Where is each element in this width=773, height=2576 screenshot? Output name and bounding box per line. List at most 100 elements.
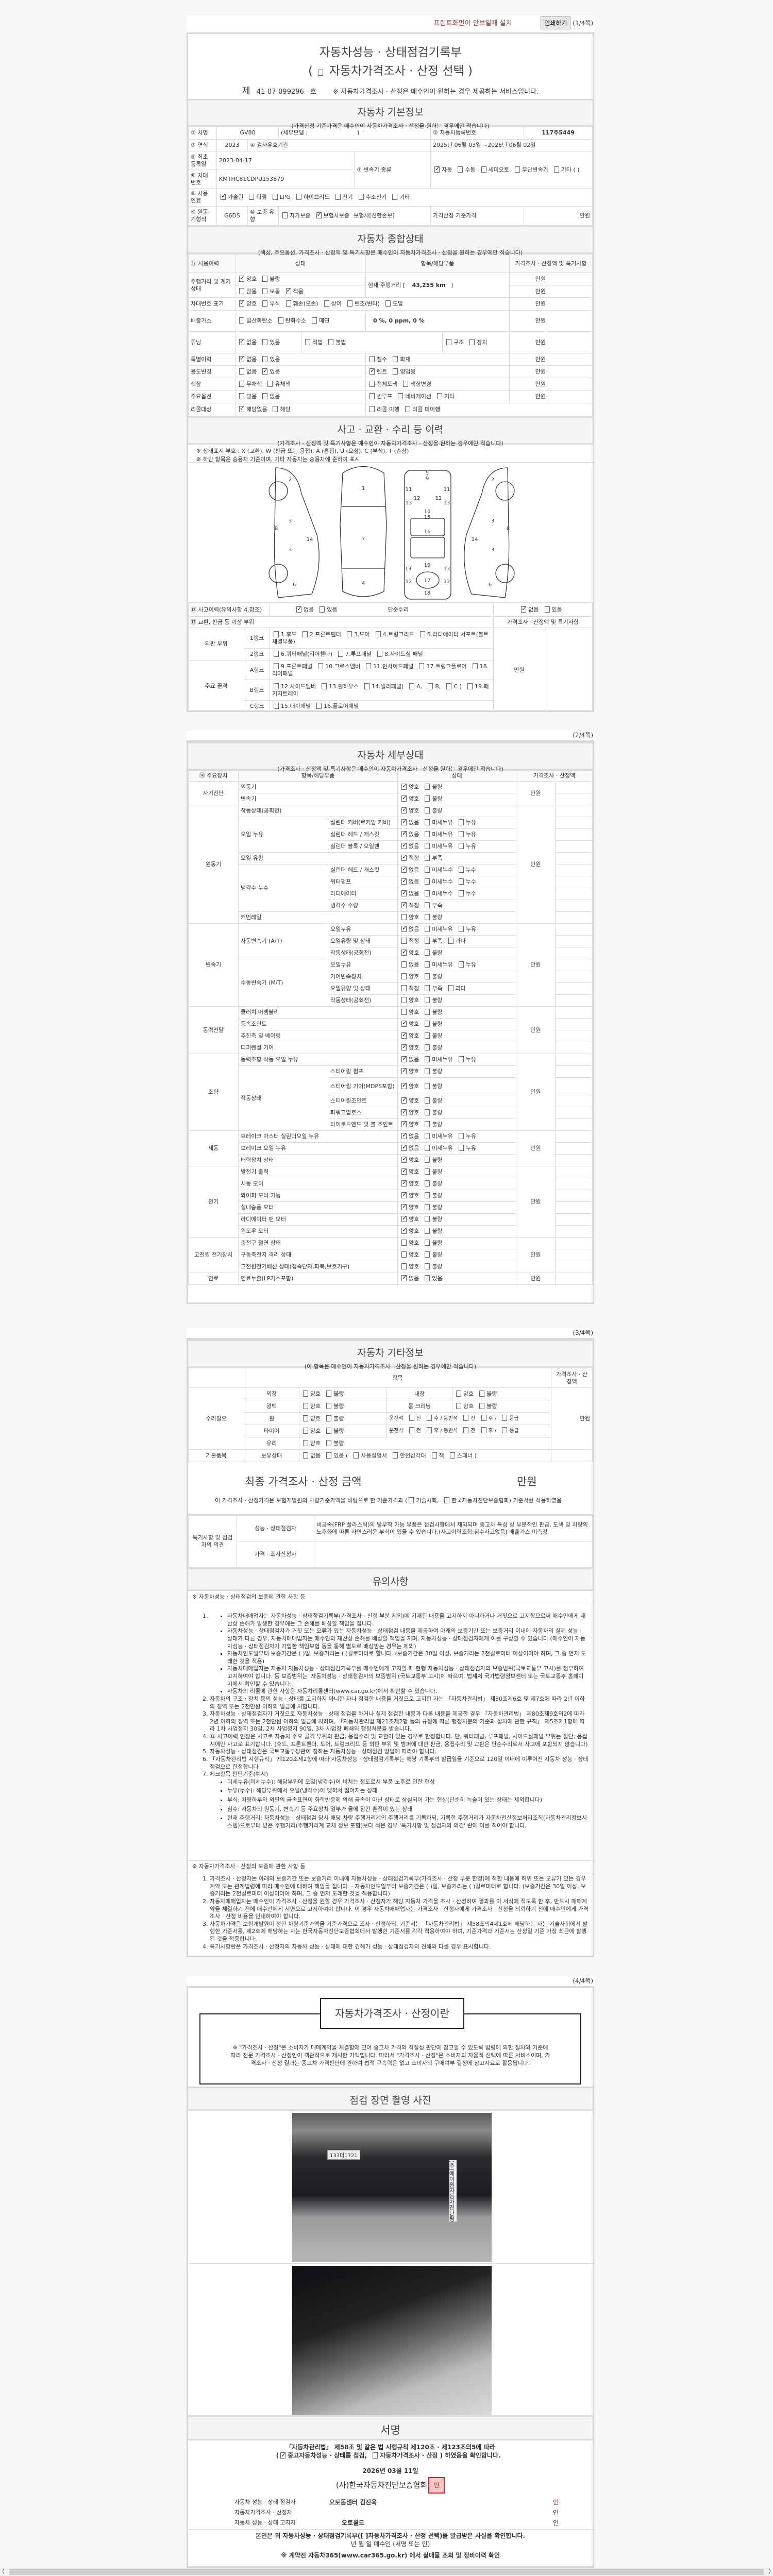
checkbox[interactable]: [366, 663, 372, 669]
checkbox[interactable]: [401, 1167, 407, 1175]
checkbox[interactable]: [239, 368, 244, 375]
checkbox[interactable]: [425, 878, 430, 885]
checkbox[interactable]: [303, 1439, 308, 1446]
checkbox[interactable]: [425, 950, 430, 956]
checkbox[interactable]: [272, 194, 278, 200]
checkbox[interactable]: [267, 380, 273, 387]
checkbox[interactable]: [401, 806, 407, 814]
checkbox[interactable]: [409, 1427, 414, 1434]
checkbox[interactable]: [239, 354, 245, 362]
checkbox[interactable]: [369, 367, 375, 375]
checkbox[interactable]: [305, 338, 310, 345]
checkbox[interactable]: [425, 1240, 430, 1246]
checkbox[interactable]: [392, 194, 398, 200]
checkbox[interactable]: [401, 961, 407, 968]
checkbox[interactable]: [239, 274, 245, 282]
checkbox[interactable]: [458, 867, 464, 873]
checkbox[interactable]: [393, 368, 398, 375]
checkbox[interactable]: [401, 889, 407, 897]
checkbox[interactable]: [425, 1228, 430, 1234]
checkbox[interactable]: [401, 985, 407, 992]
checkbox[interactable]: [401, 877, 407, 885]
checkbox[interactable]: [401, 938, 407, 944]
checkbox[interactable]: [515, 166, 520, 173]
checkbox[interactable]: [401, 1019, 407, 1027]
checkbox[interactable]: [401, 1108, 407, 1116]
checkbox[interactable]: [401, 1191, 407, 1199]
checkbox[interactable]: [262, 275, 268, 282]
checkbox[interactable]: [425, 1180, 430, 1187]
checkbox[interactable]: [401, 1131, 407, 1140]
checkbox[interactable]: [285, 286, 292, 294]
checkbox[interactable]: [448, 938, 453, 944]
checkbox[interactable]: [458, 166, 463, 173]
checkbox[interactable]: [326, 1452, 332, 1459]
checkbox[interactable]: [358, 194, 364, 200]
checkbox[interactable]: [419, 663, 425, 669]
checkbox[interactable]: [328, 338, 334, 345]
checkbox[interactable]: [425, 1121, 430, 1128]
checkbox[interactable]: [322, 683, 327, 689]
checkbox[interactable]: [316, 211, 322, 219]
checkbox[interactable]: [401, 818, 407, 826]
checkbox[interactable]: [425, 1021, 430, 1027]
checkbox[interactable]: [239, 287, 244, 294]
checkbox[interactable]: [425, 902, 430, 909]
checkbox[interactable]: [401, 1155, 407, 1163]
checkbox[interactable]: [346, 631, 352, 637]
checkbox[interactable]: [463, 1415, 469, 1421]
checkbox[interactable]: [262, 355, 268, 362]
checkbox[interactable]: [280, 2451, 286, 2459]
checkbox[interactable]: [425, 1263, 430, 1270]
checkbox[interactable]: [463, 1427, 469, 1434]
checkbox[interactable]: [401, 914, 407, 921]
checkbox[interactable]: [401, 865, 407, 873]
checkbox[interactable]: [296, 194, 301, 200]
checkbox[interactable]: [262, 287, 268, 294]
checkbox[interactable]: [274, 631, 279, 637]
checkbox[interactable]: [446, 338, 451, 345]
checkbox[interactable]: [393, 355, 398, 362]
checkbox[interactable]: [239, 317, 244, 324]
checkbox[interactable]: [458, 1145, 464, 1151]
checkbox[interactable]: [425, 985, 430, 992]
checkbox[interactable]: [425, 938, 430, 944]
checkbox[interactable]: [425, 1157, 430, 1163]
checkbox[interactable]: [425, 973, 430, 980]
checkbox[interactable]: [403, 380, 409, 387]
checkbox[interactable]: [239, 404, 245, 413]
checkbox[interactable]: [335, 194, 341, 200]
checkbox[interactable]: [401, 1274, 407, 1282]
checkbox[interactable]: [303, 1452, 308, 1459]
checkbox[interactable]: [425, 1109, 430, 1116]
checkbox[interactable]: [318, 663, 324, 669]
checkbox[interactable]: [369, 406, 375, 413]
checkbox[interactable]: [456, 1402, 461, 1409]
checkbox[interactable]: [425, 1009, 430, 1015]
checkbox[interactable]: [481, 1427, 486, 1434]
checkbox[interactable]: [262, 300, 268, 307]
checkbox[interactable]: [401, 1240, 407, 1246]
scroll-right-icon[interactable]: ⟩: [768, 2568, 771, 2574]
checkbox[interactable]: [448, 985, 453, 992]
checkbox[interactable]: [364, 683, 370, 689]
checkbox[interactable]: [326, 1390, 332, 1397]
checkbox[interactable]: [369, 393, 375, 400]
checkbox[interactable]: [425, 1056, 430, 1063]
checkbox[interactable]: [446, 683, 452, 689]
checkbox[interactable]: [434, 165, 440, 173]
checkbox[interactable]: [239, 337, 245, 345]
checkbox[interactable]: [425, 1044, 430, 1051]
checkbox[interactable]: [401, 1055, 407, 1063]
checkbox[interactable]: [401, 782, 407, 790]
checkbox[interactable]: [467, 683, 473, 689]
checkbox[interactable]: [502, 1415, 508, 1421]
checkbox[interactable]: [426, 1427, 432, 1434]
checkbox[interactable]: [401, 1226, 407, 1234]
checkbox[interactable]: [274, 663, 279, 669]
checkbox[interactable]: [401, 1031, 407, 1039]
checkbox[interactable]: [449, 1452, 455, 1459]
checkbox[interactable]: [425, 1204, 430, 1211]
checkbox[interactable]: [303, 1427, 308, 1434]
checkbox[interactable]: [425, 914, 430, 921]
